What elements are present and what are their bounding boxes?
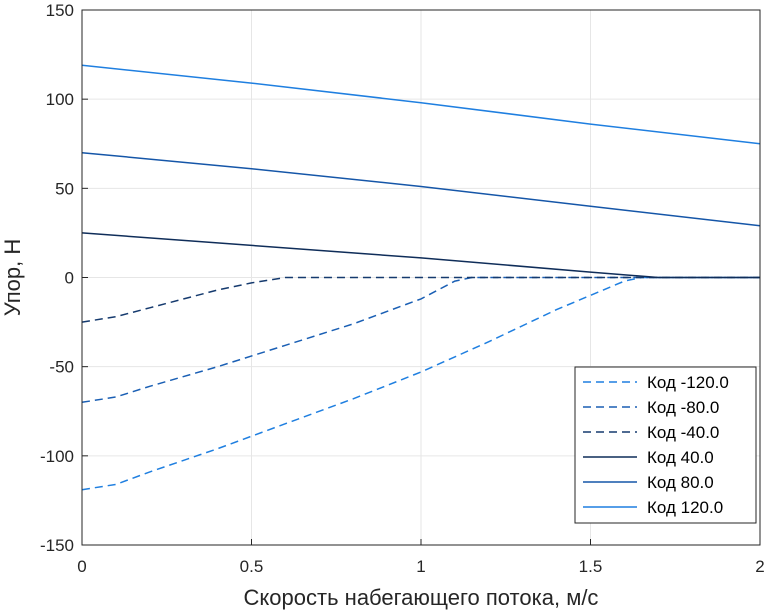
legend-label-4: Код 80.0 xyxy=(647,473,714,492)
axis-ticks: 0 0.5 1 1.5 2 -150 -100 -50 0 50 100 150 xyxy=(40,1,765,576)
x-tick-label-2: 1 xyxy=(416,557,425,576)
y-tick-label-0: -150 xyxy=(40,536,74,555)
y-tick-label-2: -50 xyxy=(49,358,74,377)
legend-label-1: Код -80.0 xyxy=(647,398,719,417)
series-layer xyxy=(81,64,761,491)
legend-label-5: Код 120.0 xyxy=(647,498,723,517)
x-axis-label: Скорость набегающего потока, м/с xyxy=(244,585,599,610)
y-axis-label: Упор, Н xyxy=(0,239,25,316)
x-tick-label-1: 0.5 xyxy=(240,557,264,576)
series-line-3 xyxy=(81,232,760,279)
y-tick-label-4: 50 xyxy=(55,179,74,198)
y-tick-label-3: 0 xyxy=(65,269,74,288)
y-tick-label-6: 150 xyxy=(46,1,74,20)
y-tick-label-5: 100 xyxy=(46,90,74,109)
series-line-1 xyxy=(81,276,760,404)
legend-label-3: Код 40.0 xyxy=(647,448,714,467)
series-line-0 xyxy=(81,276,760,491)
y-tick-label-1: -100 xyxy=(40,447,74,466)
legend-label-2: Код -40.0 xyxy=(647,423,719,442)
legend-box xyxy=(574,366,757,524)
series-line-2 xyxy=(81,276,760,323)
x-tick-label-3: 1.5 xyxy=(579,557,603,576)
legend-label-0: Код -120.0 xyxy=(647,373,729,392)
legend: Код -120.0 Код -80.0 Код -40.0 Код 40.0 Код … xyxy=(574,366,757,524)
x-tick-label-4: 2 xyxy=(755,557,764,576)
series-line-5 xyxy=(81,64,761,145)
x-tick-label-0: 0 xyxy=(77,557,86,576)
series-line-4 xyxy=(81,151,761,227)
